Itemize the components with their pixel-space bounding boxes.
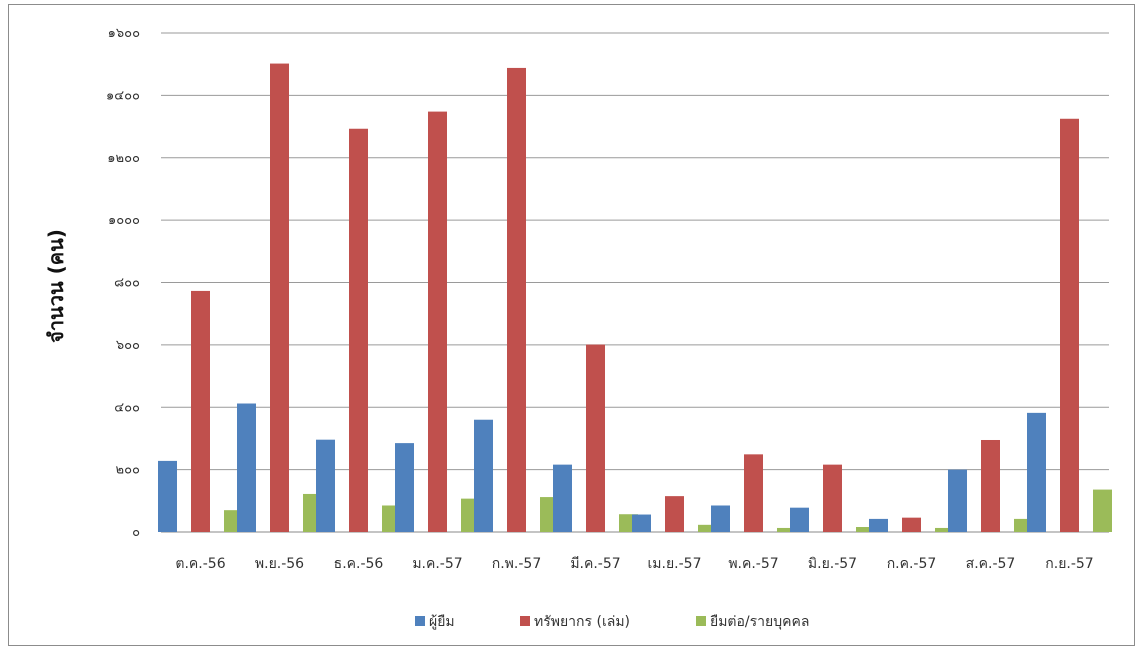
bar-series-2	[507, 67, 526, 533]
legend-label: ยืมต่อ/รายบุคคล	[710, 614, 809, 630]
bar-series-1	[869, 518, 888, 532]
legend-swatch	[520, 616, 530, 626]
bar-series-3	[856, 527, 875, 532]
x-tick-label: ต.ค.-56	[175, 556, 225, 572]
bar-series-1	[711, 505, 730, 532]
bar-series-1	[395, 443, 414, 532]
bar-series-1	[1027, 412, 1046, 532]
x-tick-labels: ต.ค.-56 พ.ย.-56 ธ.ค.-56 ม.ค.-57 ก.พ.-57 มี.ค.…	[175, 556, 1093, 572]
legend-label: ทรัพยากร (เล่ม)	[534, 614, 630, 630]
bar-series-2	[349, 128, 368, 532]
bars	[158, 63, 1112, 533]
legend-swatch	[415, 616, 425, 626]
x-tick-label: ม.ค.-57	[412, 556, 462, 572]
bar-series-2	[191, 290, 210, 532]
y-tick-label: ๑๐๐๐	[108, 213, 140, 228]
x-tick-label: มิ.ย.-57	[808, 556, 857, 572]
bar-series-1	[948, 469, 967, 532]
bar-series-2	[428, 111, 447, 532]
y-tick-label: ๑๔๐๐	[106, 88, 140, 103]
bar-series-2	[1060, 118, 1079, 532]
y-tick-label: ๘๐๐	[114, 276, 140, 291]
y-tick-label: ๑๖๐๐	[108, 26, 140, 41]
x-tick-label: เม.ย.-57	[648, 556, 702, 572]
legend-item: ผู้ยืม	[415, 614, 455, 630]
y-tick-label: ๔๐๐	[114, 400, 140, 415]
legend-label: ผู้ยืม	[429, 614, 455, 630]
bar-series-1	[474, 419, 493, 532]
bar-series-2	[270, 63, 289, 532]
x-tick-label: มี.ค.-57	[570, 556, 620, 572]
x-tick-label: ก.ค.-57	[887, 556, 937, 572]
bar-series-2	[586, 344, 605, 532]
bar-chart: ๐ ๒๐๐ ๔๐๐ ๖๐๐ ๘๐๐ ๑๐๐๐ ๑๒๐๐ ๑๔๐๐ ๑๖๐๐ ต.ค.-56 พ.ย…	[44, 26, 1112, 630]
x-tick-label: พ.ย.-56	[255, 556, 304, 572]
legend-item: ทรัพยากร (เล่ม)	[520, 614, 630, 630]
x-tick-label: ก.พ.-57	[492, 556, 541, 572]
bar-series-2	[823, 464, 842, 532]
y-axis-label: จำนวน (คน)	[44, 229, 68, 343]
y-tick-label: ๑๒๐๐	[107, 151, 140, 166]
y-tick-label: ๐	[132, 525, 140, 540]
bar-series-3	[777, 527, 796, 532]
bar-series-1	[553, 464, 572, 532]
chart-frame: ๐ ๒๐๐ ๔๐๐ ๖๐๐ ๘๐๐ ๑๐๐๐ ๑๒๐๐ ๑๔๐๐ ๑๖๐๐ ต.ค.-56 พ.ย…	[8, 4, 1135, 646]
bar-series-1	[237, 403, 256, 532]
x-tick-label: ธ.ค.-56	[334, 556, 384, 572]
legend-swatch	[696, 616, 706, 626]
legend-item: ยืมต่อ/รายบุคคล	[696, 614, 809, 630]
legend: ผู้ยืม ทรัพยากร (เล่ม) ยืมต่อ/รายบุคคล	[415, 614, 809, 630]
bar-series-3	[698, 524, 717, 532]
gridlines	[161, 32, 1109, 533]
bar-series-1	[158, 460, 177, 532]
x-tick-label: ก.ย.-57	[1045, 556, 1093, 572]
bar-series-2	[902, 517, 921, 532]
bar-series-1	[632, 514, 651, 532]
y-tick-labels: ๐ ๒๐๐ ๔๐๐ ๖๐๐ ๘๐๐ ๑๐๐๐ ๑๒๐๐ ๑๔๐๐ ๑๖๐๐	[106, 26, 140, 540]
y-tick-label: ๖๐๐	[116, 338, 140, 353]
x-tick-label: ส.ค.-57	[966, 556, 1016, 572]
bar-series-2	[744, 454, 763, 532]
bar-series-1	[316, 439, 335, 532]
y-tick-label: ๒๐๐	[116, 463, 141, 478]
x-tick-label: พ.ค.-57	[728, 556, 778, 572]
bar-series-2	[665, 496, 684, 532]
bar-series-1	[790, 507, 809, 532]
bar-series-3	[1093, 489, 1112, 532]
bar-series-2	[981, 439, 1000, 532]
bar-series-3	[935, 527, 954, 532]
